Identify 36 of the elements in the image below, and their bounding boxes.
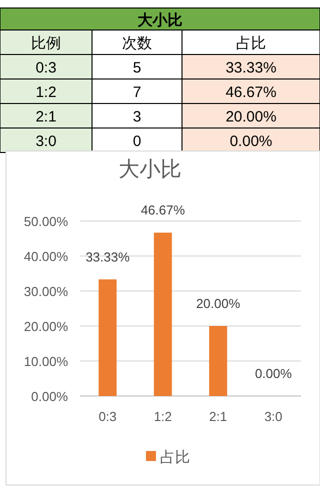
- y-tick-label: 30.00%: [24, 284, 68, 299]
- text: 7: [132, 84, 142, 101]
- bar: [154, 232, 172, 396]
- text: 5: [132, 60, 142, 76]
- text: 比例: [31, 35, 61, 52]
- text: 1:2: [36, 84, 56, 101]
- bar: [209, 326, 228, 396]
- text: 3: [132, 108, 142, 126]
- text: 0.00%: [230, 133, 272, 150]
- data-label: 20.00%: [196, 296, 241, 311]
- legend-label: 占比: [160, 449, 190, 466]
- x-tick-label: 2:1: [209, 409, 228, 424]
- y-tick-label: 10.00%: [24, 354, 68, 369]
- data-label: 0.00%: [254, 366, 292, 381]
- bar: [98, 279, 117, 396]
- data-label: 46.67%: [140, 202, 186, 218]
- y-tick-label: 0.00%: [31, 389, 68, 404]
- text: 3:0: [36, 133, 56, 150]
- text: 33.33%: [226, 60, 276, 76]
- text: 0: [132, 133, 142, 150]
- chart-title: 大小比: [118, 158, 182, 181]
- y-tick-label: 40.00%: [24, 249, 68, 264]
- legend: 占比: [146, 449, 190, 466]
- x-tick-label: 3:0: [264, 409, 282, 424]
- x-tick-label: 1:2: [154, 409, 172, 424]
- text: 46.67%: [226, 84, 276, 101]
- text: 占比: [236, 35, 266, 52]
- text: 2:1: [36, 108, 56, 126]
- y-tick-label: 20.00%: [24, 319, 68, 334]
- text: 0:3: [36, 60, 56, 76]
- text: 大小比: [138, 12, 182, 29]
- x-tick-label: 0:3: [98, 409, 117, 424]
- y-tick-label: 50.00%: [24, 214, 68, 229]
- data-label: 33.33%: [86, 249, 130, 264]
- text: 20.00%: [226, 108, 276, 126]
- text: 次数: [122, 35, 152, 52]
